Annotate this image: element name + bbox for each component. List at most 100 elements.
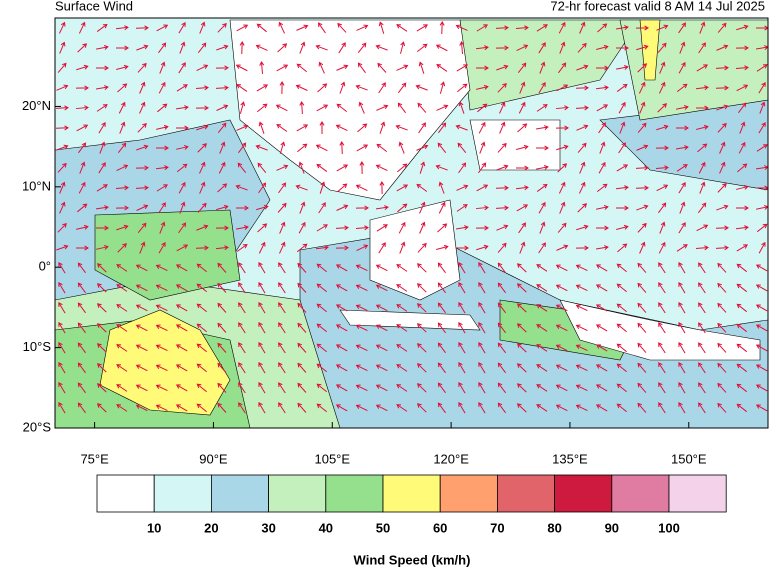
wind-arrow <box>658 342 666 354</box>
wind-arrow <box>75 245 89 251</box>
wind-arrow <box>437 262 446 274</box>
wind-arrow <box>398 141 405 154</box>
wind-arrow <box>58 302 66 314</box>
wind-arrow <box>497 142 507 153</box>
wind-arrow <box>715 225 729 231</box>
wind-arrow <box>475 225 489 231</box>
wind-arrow <box>355 284 368 292</box>
wind-arrow <box>215 85 229 91</box>
wind-arrow <box>135 264 148 272</box>
wind-arrow <box>678 341 686 354</box>
wind-arrow <box>96 23 108 32</box>
wind-arrow <box>635 25 649 31</box>
wind-arrow <box>158 81 166 94</box>
wind-arrow <box>515 25 529 31</box>
colorbar-box <box>153 474 212 513</box>
wind-arrow <box>717 402 727 413</box>
wind-arrow <box>616 363 627 373</box>
wind-arrow <box>339 81 346 94</box>
wind-arrow <box>536 384 548 392</box>
wind-arrow <box>495 205 509 211</box>
wind-arrow <box>636 204 649 211</box>
wind-arrow <box>157 103 168 113</box>
wind-arrow <box>595 384 608 392</box>
wind-arrow <box>336 103 348 113</box>
y-tick-label: 20°N <box>22 98 51 113</box>
wind-arrow <box>135 324 148 332</box>
wind-arrow <box>375 324 388 332</box>
wind-arrow <box>555 264 568 272</box>
wind-arrow <box>636 44 649 51</box>
wind-arrow <box>258 341 266 354</box>
wind-arrow <box>298 221 306 234</box>
wind-arrow <box>558 181 566 194</box>
wind-arrow <box>637 302 647 313</box>
wind-arrow <box>755 304 768 312</box>
wind-arrow <box>196 363 207 373</box>
wind-arrow <box>696 64 709 72</box>
wind-arrow <box>497 362 507 374</box>
wind-arrow <box>575 284 588 292</box>
wind-arrow <box>616 403 627 413</box>
wind-arrow <box>195 245 209 251</box>
wind-arrow <box>497 382 507 394</box>
x-tick-label: 120°E <box>433 451 469 466</box>
wind-arrow <box>299 201 306 214</box>
wind-arrow <box>355 404 368 412</box>
wind-arrow <box>458 322 466 334</box>
wind-arrow <box>458 342 466 354</box>
colorbar-tick-label: 60 <box>433 520 447 535</box>
wind-arrow <box>316 263 328 273</box>
wind-speed-region <box>559 299 761 361</box>
wind-arrow <box>436 64 448 72</box>
wind-arrow <box>278 342 286 354</box>
wind-arrow <box>335 344 348 352</box>
wind-arrow <box>176 144 189 150</box>
wind-arrow <box>595 65 609 71</box>
wind-arrow <box>697 202 707 214</box>
wind-arrow <box>55 105 69 111</box>
wind-arrow <box>155 324 168 332</box>
wind-arrow <box>217 302 227 313</box>
wind-arrow <box>199 181 206 194</box>
wind-arrow <box>538 42 546 54</box>
wind-arrow <box>175 284 188 292</box>
wind-arrow <box>376 143 388 152</box>
wind-arrow <box>555 284 568 292</box>
colorbar-tick-label: 40 <box>319 520 333 535</box>
wind-arrow <box>696 224 709 232</box>
wind-arrow <box>337 22 347 33</box>
wind-arrow <box>678 222 686 234</box>
wind-arrow <box>58 402 66 414</box>
wind-arrow <box>495 25 509 31</box>
wind-arrow <box>658 322 666 334</box>
wind-arrow <box>698 161 706 174</box>
wind-arrow <box>595 245 609 251</box>
wind-arrow <box>115 45 129 51</box>
wind-arrow <box>575 304 588 312</box>
wind-arrow <box>658 302 666 314</box>
wind-arrow <box>698 362 706 374</box>
wind-arrow <box>496 224 509 231</box>
wind-arrow <box>476 184 489 192</box>
wind-arrow <box>556 84 569 92</box>
wind-arrow <box>57 62 67 73</box>
wind-arrow <box>238 262 246 274</box>
wind-arrow <box>297 302 307 313</box>
wind-arrow <box>396 304 408 312</box>
wind-arrow <box>335 324 348 332</box>
wind-arrow <box>298 161 305 174</box>
wind-arrow <box>555 404 568 412</box>
wind-arrow <box>316 383 328 393</box>
wind-arrow <box>497 282 507 294</box>
wind-arrow <box>98 122 106 134</box>
wind-arrow <box>75 85 89 91</box>
wind-arrow <box>335 384 348 392</box>
wind-arrow <box>116 404 128 412</box>
wind-arrow <box>497 82 507 93</box>
wind-arrow <box>137 222 147 233</box>
wind-arrow <box>335 124 348 132</box>
colorbar-box <box>268 474 327 513</box>
wind-arrow <box>116 264 128 272</box>
wind-arrow <box>78 21 86 34</box>
